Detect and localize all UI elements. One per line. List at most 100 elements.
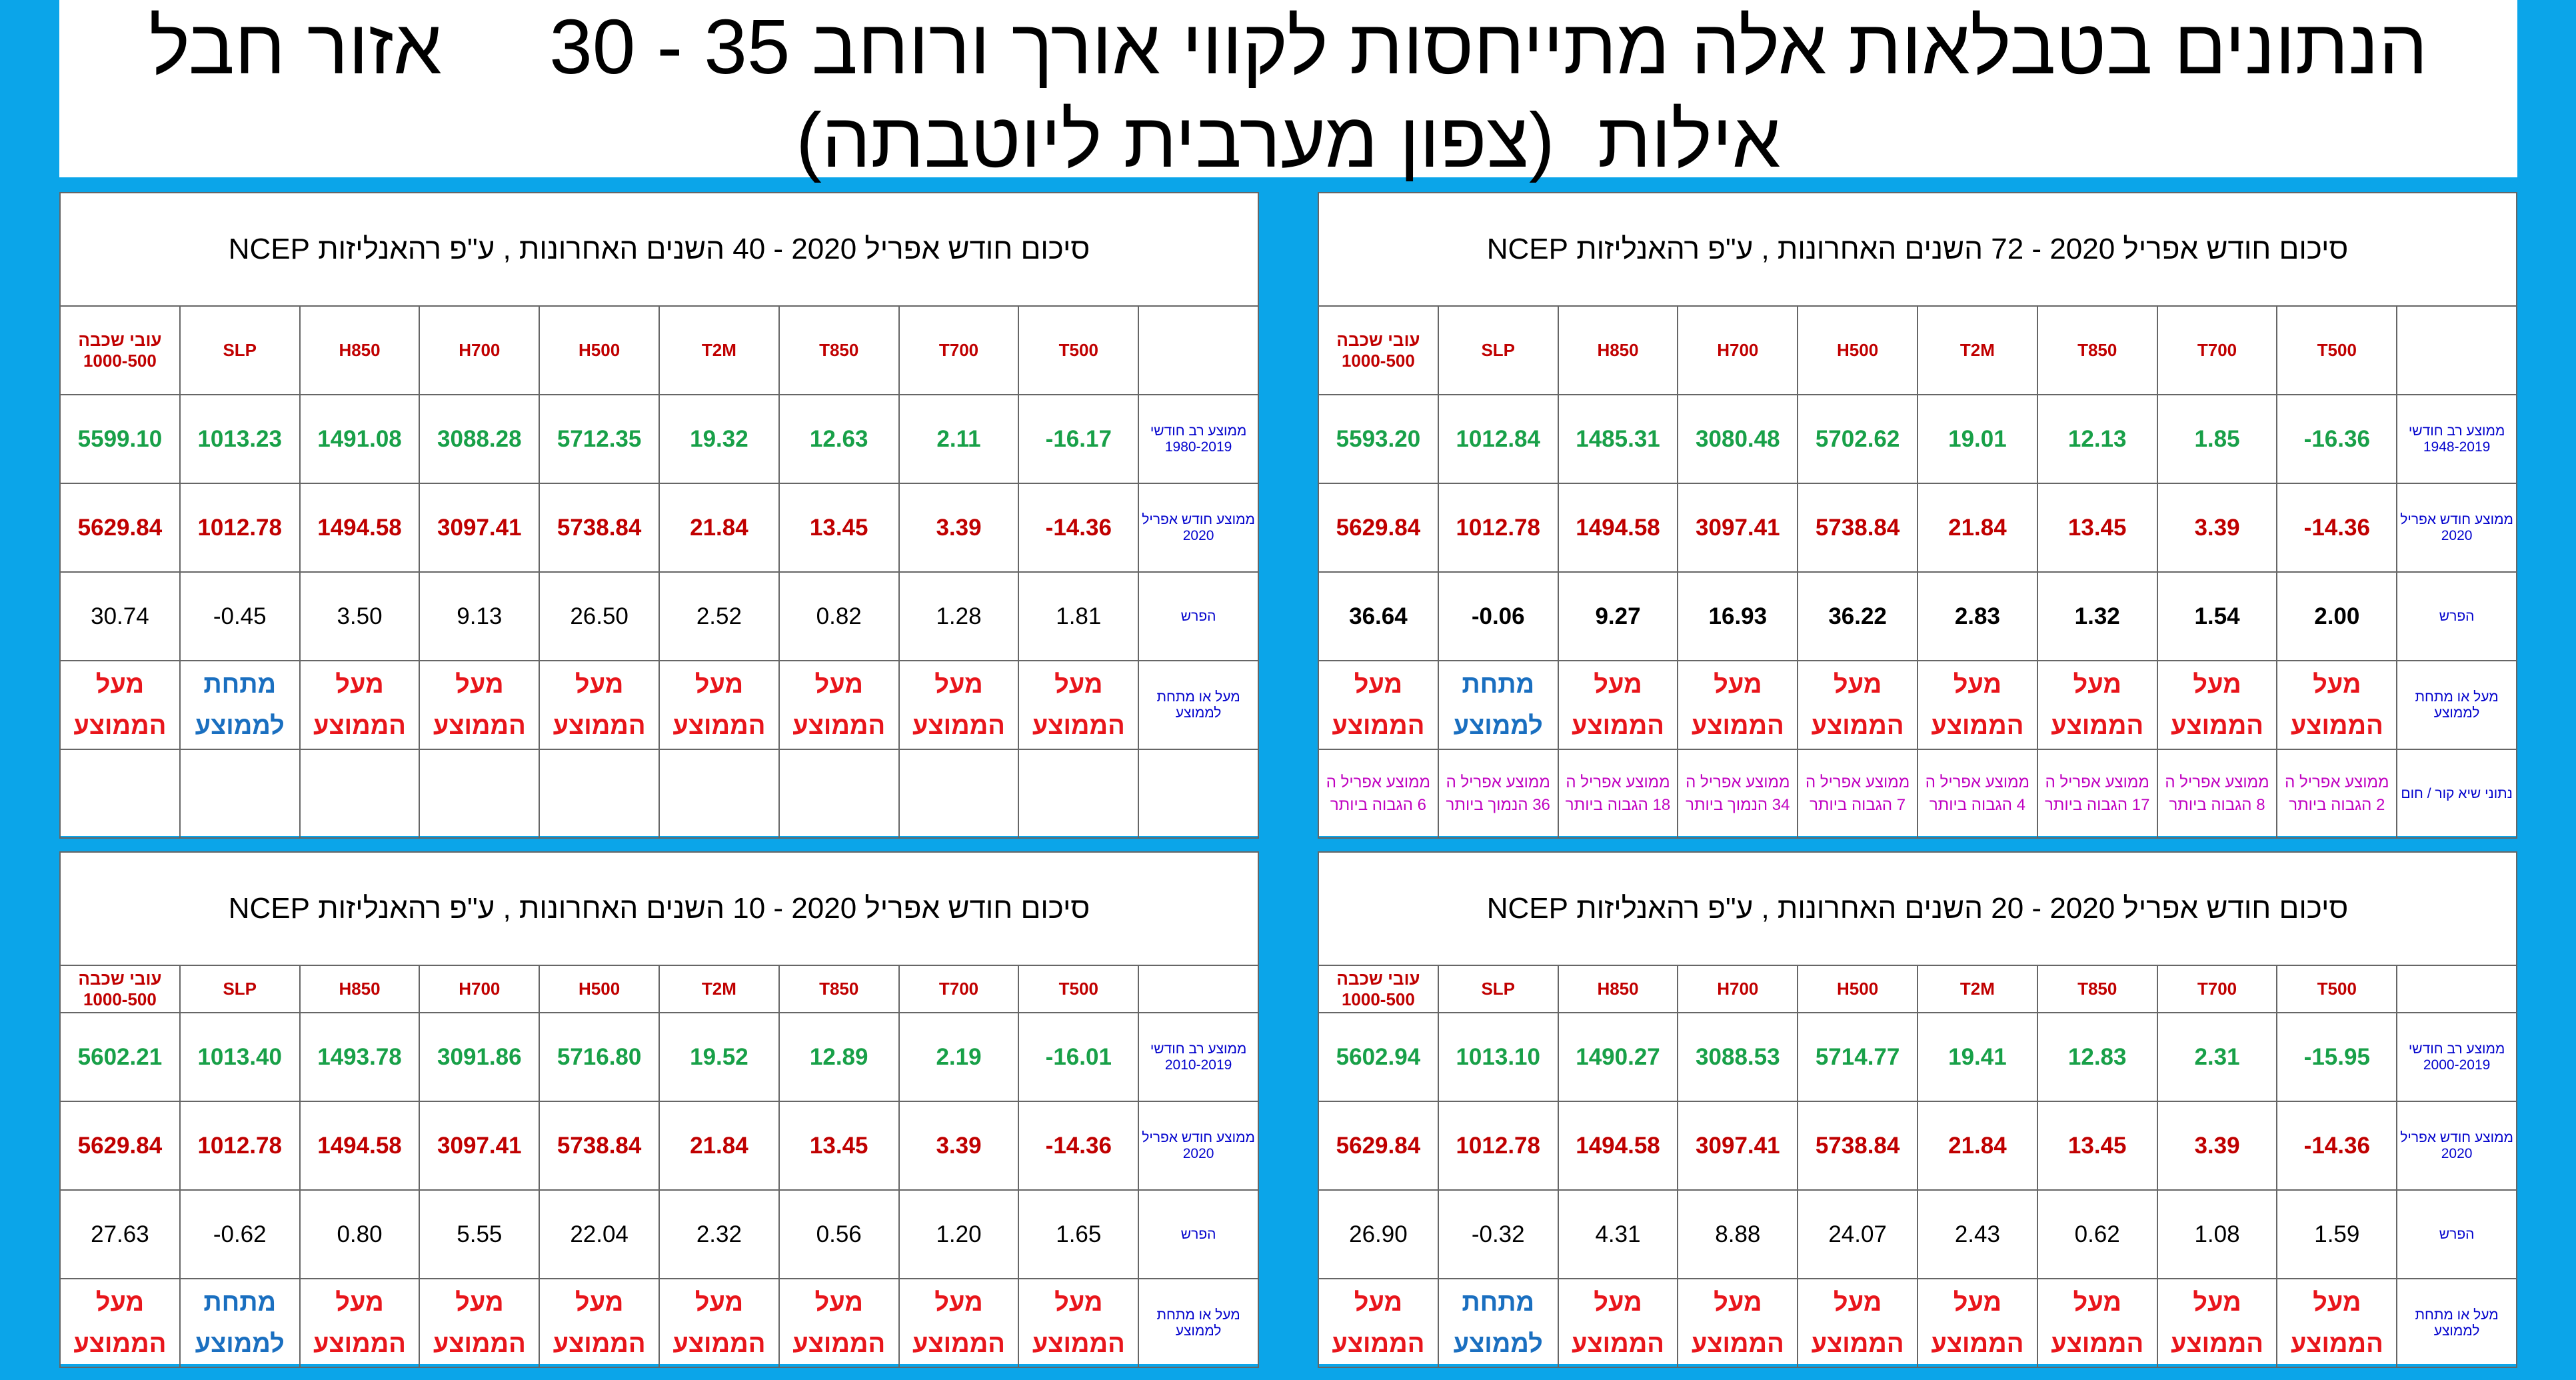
column-header: T700 (2156, 305, 2278, 395)
data-row: ממוצע רב חודשי 1980-2019 -16.17 2.11 12.63 1… (59, 394, 1259, 484)
empty-cell (778, 749, 900, 839)
column-header: T500 (1018, 965, 1140, 1013)
empty-cell (539, 749, 660, 839)
header-row: T500 T700 T850 T2M H500 H700 H850 SLP עובי שכבה … (59, 965, 1259, 1013)
data-cell: מתחת לממוצע (179, 660, 301, 750)
data-cell: ממוצע אפריל ה 6 הגבוה ביותר (1318, 749, 1439, 839)
row-label: מעל או מתחת לממוצע (2396, 1278, 2517, 1368)
column-header: T700 (2156, 965, 2278, 1013)
data-cell: 26.50 (539, 571, 660, 661)
data-cell: 1.59 (2276, 1189, 2398, 1279)
title-row: סיכום חודש אפריל 2020 - 72 השנים האחרונו… (1318, 192, 2517, 307)
data-cell: 5629.84 (1318, 483, 1439, 573)
data-cell: מעל הממוצע (1018, 1278, 1140, 1368)
empty-cell (1138, 749, 1259, 839)
data-cell: 21.84 (1917, 1101, 2038, 1191)
data-row: ממוצע רב חודשי 2010-2019 -16.01 2.19 12.89 1… (59, 1012, 1259, 1102)
data-cell: -14.36 (2276, 483, 2398, 573)
data-cell: 1494.58 (1557, 483, 1679, 573)
data-cell: 19.01 (1917, 394, 2038, 484)
data-cell: -16.01 (1018, 1012, 1140, 1102)
data-table: סיכום חודש אפריל 2020 - 40 השנים האחרונו… (59, 192, 1259, 839)
data-cell: מעל הממוצע (419, 660, 541, 750)
data-cell: 3097.41 (419, 1101, 541, 1191)
data-row: מעל או מתחת לממוצע מעל הממוצע מעל הממוצע מע… (1318, 660, 2517, 750)
data-cell: 36.22 (1797, 571, 1919, 661)
column-header: T500 (2276, 305, 2398, 395)
column-header: H700 (1677, 965, 1799, 1013)
header-title: הנתונים בטבלאות אלה מתייחסות לקווי אורך … (149, 3, 2428, 90)
row-label: ממוצע רב חודשי 2010-2019 (1138, 1012, 1259, 1102)
column-header: עובי שכבה 1000-500 (1318, 305, 1439, 395)
column-header: H500 (1797, 965, 1919, 1013)
row-label: ממוצע חודש אפריל 2020 (1138, 483, 1259, 573)
data-cell: מעל הממוצע (1917, 1278, 2038, 1368)
row-label: הפרש (2396, 571, 2517, 661)
data-row: הפרש 1.81 1.28 0.82 2.52 26.50 9.13 3.50 -0.45 30… (59, 571, 1259, 661)
row-label: ממוצע חודש אפריל 2020 (2396, 483, 2517, 573)
data-cell: 16.93 (1677, 571, 1799, 661)
data-cell: מעל הממוצע (299, 660, 421, 750)
data-cell: ממוצע אפריל ה 34 הנמוך ביותר (1677, 749, 1799, 839)
data-cell: 1012.78 (179, 1101, 301, 1191)
row-label: נתוני שיא קור / חום (2396, 749, 2517, 839)
data-cell: ממוצע אפריל ה 17 הגבוה ביותר (2036, 749, 2158, 839)
data-cell: 2.32 (658, 1189, 780, 1279)
data-cell: 4.31 (1557, 1189, 1679, 1279)
data-cell: 22.04 (539, 1189, 660, 1279)
data-cell: 1.28 (898, 571, 1020, 661)
row-label: ממוצע רב חודשי 1948-2019 (2396, 394, 2517, 484)
data-row: נתוני שיא קור / חום ממוצע אפריל ה 2 הגבוה… (1318, 749, 2517, 839)
data-cell: 2.52 (658, 571, 780, 661)
data-cell: מעל הממוצע (1557, 1278, 1679, 1368)
column-header: עובי שכבה 1000-500 (59, 305, 181, 395)
data-row: ממוצע חודש אפריל 2020 -14.36 3.39 13.45 21.8… (59, 483, 1259, 573)
header-row: T500 T700 T850 T2M H500 H700 H850 SLP עובי שכבה … (59, 305, 1259, 395)
table-box: סיכום חודש אפריל 2020 - 10 השנים האחרונו… (59, 851, 1259, 1368)
data-cell: מעל הממוצע (299, 1278, 421, 1368)
data-cell: 0.62 (2036, 1189, 2158, 1279)
data-cell: 26.90 (1318, 1189, 1439, 1279)
column-header: H500 (1797, 305, 1919, 395)
data-cell: 5738.84 (1797, 1101, 1919, 1191)
data-cell: 19.52 (658, 1012, 780, 1102)
data-cell: מעל הממוצע (778, 1278, 900, 1368)
empty-row (59, 749, 1259, 839)
data-cell: 5593.20 (1318, 394, 1439, 484)
row-label: הפרש (2396, 1189, 2517, 1279)
data-cell: מעל הממוצע (1797, 1278, 1919, 1368)
data-cell: 12.63 (778, 394, 900, 484)
column-header: SLP (1437, 305, 1559, 395)
data-table: סיכום חודש אפריל 2020 - 20 השנים האחרונו… (1318, 851, 2517, 1368)
data-row: ממוצע רב חודשי 2000-2019 -15.95 2.31 12.83 1… (1318, 1012, 2517, 1102)
data-cell: -0.62 (179, 1189, 301, 1279)
data-cell: -16.36 (2276, 394, 2398, 484)
data-cell: 3088.53 (1677, 1012, 1799, 1102)
row-label: מעל או מתחת לממוצע (1138, 660, 1259, 750)
column-header: H850 (299, 305, 421, 395)
data-cell: 3.39 (2156, 483, 2278, 573)
column-header: H850 (299, 965, 421, 1013)
column-header: T850 (2036, 305, 2158, 395)
row-label: הפרש (1138, 1189, 1259, 1279)
table-title: סיכום חודש אפריל 2020 - 72 השנים האחרונו… (1318, 192, 2517, 307)
data-cell: 2.11 (898, 394, 1020, 484)
data-cell: -16.17 (1018, 394, 1140, 484)
data-cell: 3088.28 (419, 394, 541, 484)
data-cell: 3097.41 (1677, 1101, 1799, 1191)
data-cell: מעל הממוצע (1018, 660, 1140, 750)
data-cell: -0.45 (179, 571, 301, 661)
data-cell: 1012.78 (1437, 483, 1559, 573)
data-cell: מעל הממוצע (1917, 660, 2038, 750)
data-cell: 1490.27 (1557, 1012, 1679, 1102)
data-row: ממוצע חודש אפריל 2020 -14.36 3.39 13.45 21.8… (1318, 483, 2517, 573)
data-table: סיכום חודש אפריל 2020 - 72 השנים האחרונו… (1318, 192, 2517, 839)
data-table: סיכום חודש אפריל 2020 - 10 השנים האחרונו… (59, 851, 1259, 1368)
data-cell: -14.36 (1018, 483, 1140, 573)
data-cell: מעל הממוצע (778, 660, 900, 750)
data-cell: ממוצע אפריל ה 2 הגבוה ביותר (2276, 749, 2398, 839)
data-row: הפרש 2.00 1.54 1.32 2.83 36.22 16.93 9.27 -0.06 3… (1318, 571, 2517, 661)
empty-cell (299, 749, 421, 839)
data-cell: -15.95 (2276, 1012, 2398, 1102)
